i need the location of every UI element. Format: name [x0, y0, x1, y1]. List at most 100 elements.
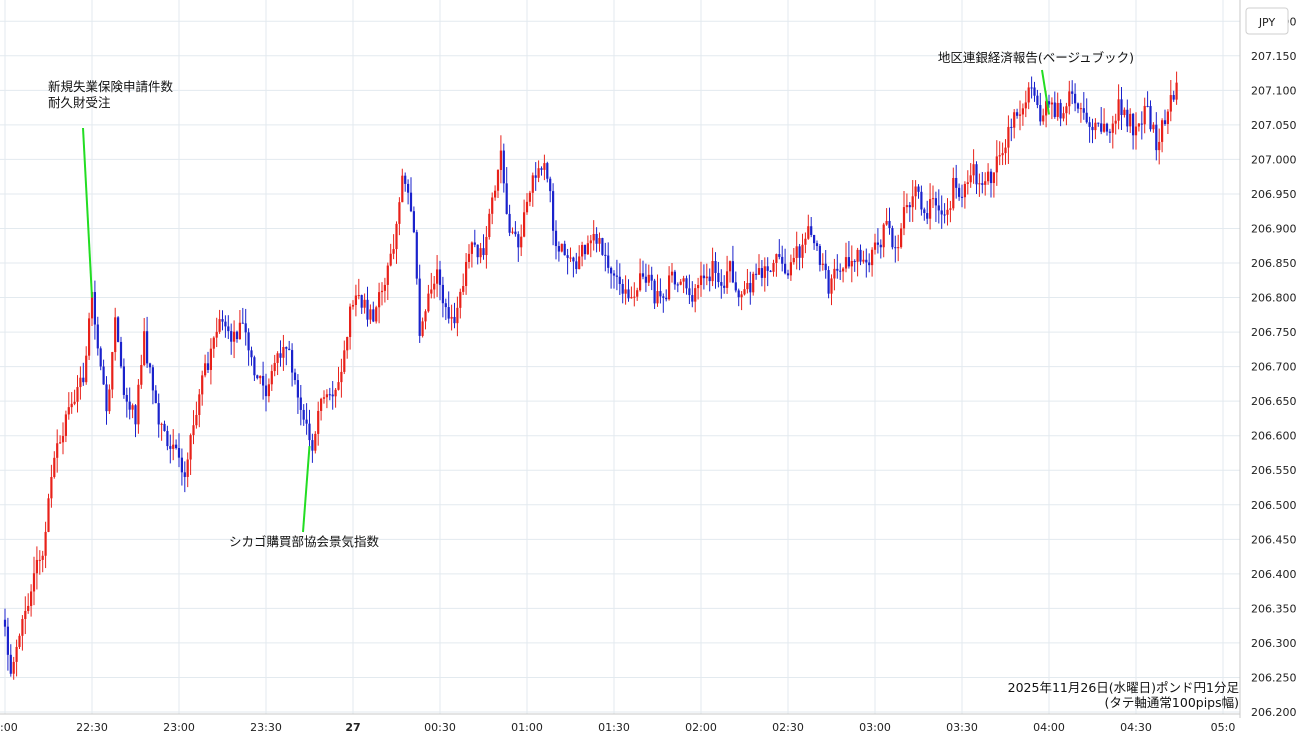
candle — [325, 389, 328, 409]
candle — [969, 163, 972, 188]
candle — [441, 276, 444, 318]
candle — [119, 336, 123, 369]
candle — [154, 385, 157, 404]
candle — [873, 233, 877, 255]
candle — [233, 320, 236, 359]
y-tick-label: 206.650 — [1251, 395, 1297, 408]
candle — [746, 269, 749, 294]
candle — [865, 248, 868, 278]
candle — [505, 167, 508, 215]
candle — [383, 277, 386, 303]
candle — [102, 359, 105, 385]
candle — [668, 266, 671, 301]
candle — [755, 263, 758, 280]
x-tick-label: 03:30 — [946, 721, 978, 734]
candle — [467, 244, 471, 269]
candle — [656, 274, 659, 307]
candle — [670, 263, 674, 283]
candle — [67, 392, 70, 420]
candle — [70, 392, 73, 414]
candle — [18, 633, 21, 650]
candle — [772, 259, 775, 277]
candle — [583, 244, 587, 260]
candle — [1163, 109, 1167, 126]
candle — [1082, 92, 1085, 120]
candle — [511, 227, 514, 235]
candle — [810, 216, 813, 238]
candle — [456, 296, 459, 337]
candle — [1161, 118, 1164, 153]
candle — [960, 184, 964, 208]
candle — [262, 361, 265, 400]
candle — [444, 298, 447, 321]
candle — [198, 388, 201, 428]
candle — [401, 168, 404, 203]
x-tick-label: 04:30 — [1120, 721, 1152, 734]
candle — [128, 387, 131, 420]
candle — [259, 375, 262, 385]
candle — [726, 255, 729, 294]
candle — [905, 193, 908, 214]
candle — [407, 179, 410, 205]
candle — [1076, 102, 1080, 114]
y-tick-label: 206.800 — [1251, 292, 1297, 305]
candle — [140, 354, 143, 389]
candle — [1146, 91, 1149, 108]
candle — [328, 387, 331, 401]
candle — [386, 262, 389, 301]
currency-label: JPY — [1258, 16, 1276, 29]
candle — [531, 172, 534, 207]
candle — [270, 364, 273, 391]
candle — [734, 271, 737, 293]
candle — [792, 247, 795, 265]
candle — [30, 584, 33, 617]
candle — [447, 291, 450, 324]
candle — [21, 615, 24, 651]
candle — [1111, 115, 1114, 149]
candle — [888, 207, 891, 235]
candle — [38, 550, 41, 575]
candle — [595, 227, 598, 253]
candle — [627, 279, 630, 302]
candle — [598, 232, 601, 252]
candle — [253, 355, 256, 381]
candle — [984, 172, 987, 196]
candle — [317, 401, 320, 446]
annotation-label: 地区連銀経済報告(ベージュブック) — [938, 50, 1134, 65]
candle — [1166, 109, 1169, 134]
y-tick-label: 206.950 — [1251, 188, 1297, 201]
candle — [9, 644, 12, 677]
candle — [589, 234, 592, 258]
candle — [53, 451, 56, 479]
candle — [282, 334, 285, 371]
candle — [212, 336, 215, 358]
x-tick-label: 23:00 — [163, 721, 195, 734]
annotation-leader-line — [302, 445, 311, 533]
candle — [1033, 81, 1036, 102]
candle — [743, 280, 746, 296]
candle — [934, 191, 937, 222]
candle — [482, 234, 485, 260]
candle — [624, 275, 627, 305]
candle — [404, 172, 407, 192]
candle — [868, 253, 871, 273]
candle — [885, 208, 888, 226]
candle — [1079, 102, 1082, 123]
candle — [1117, 84, 1120, 130]
candle — [769, 270, 772, 273]
candle — [1004, 139, 1007, 165]
candle — [459, 288, 462, 319]
candle — [975, 161, 978, 194]
candle — [708, 268, 711, 292]
candle — [430, 272, 433, 299]
candle — [714, 252, 717, 289]
candle — [615, 259, 618, 291]
y-tick-label: 207.000 — [1251, 153, 1297, 166]
candle — [737, 288, 740, 307]
candle — [763, 257, 766, 292]
candle — [496, 169, 500, 199]
candle — [3, 608, 7, 637]
candle — [543, 154, 546, 181]
candle — [366, 286, 369, 327]
